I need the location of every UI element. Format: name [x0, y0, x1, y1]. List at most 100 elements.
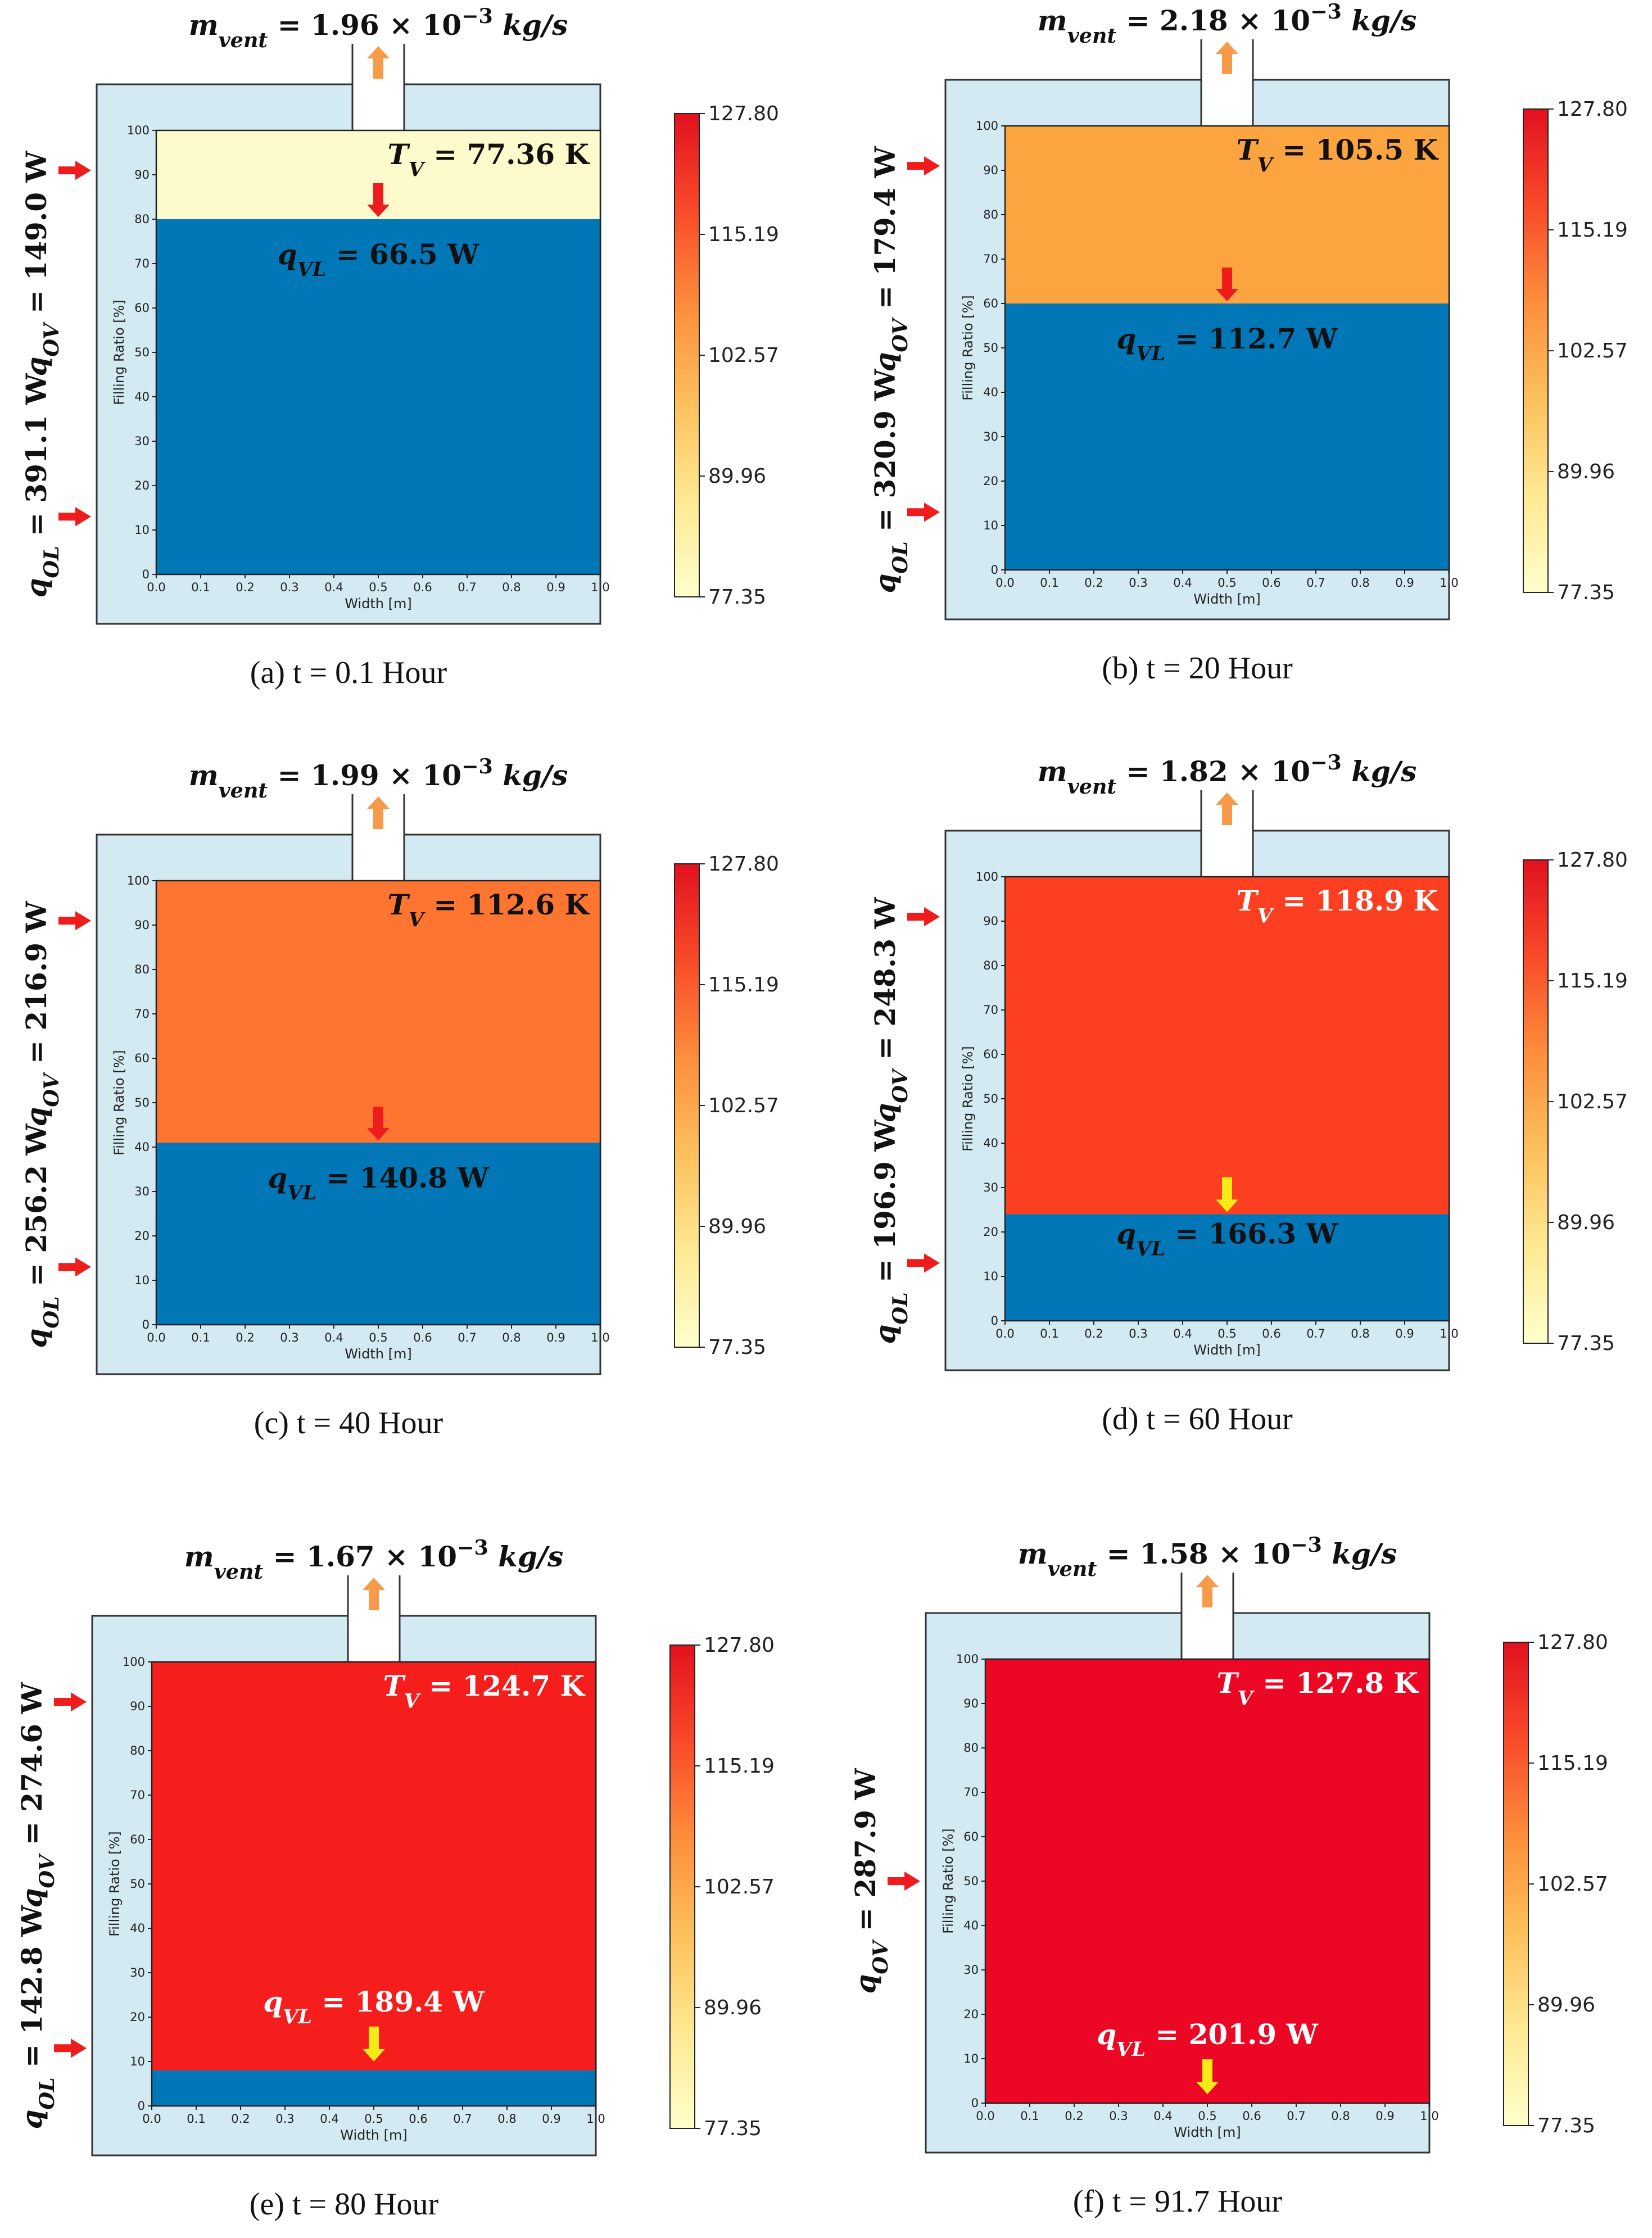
y-tick-label: 30 [983, 430, 998, 443]
colorbar-tick-label: 127.80 [708, 853, 779, 876]
m-vent-label-part: m [1038, 4, 1067, 37]
q-vl-arrow [363, 2026, 385, 2062]
x-tick-label: 0.0 [142, 2112, 161, 2126]
q-ol-label-part: OL [888, 1292, 912, 1324]
x-tick-label: 1.0 [586, 2112, 605, 2126]
y-tick-label: 20 [963, 2008, 979, 2021]
panel-1: 0 10 20 30 40 50 60 70 80 90 100 0.0 0.1 0.2 0.3 0.4 0.5… [868, 0, 1628, 686]
q-ol-label-part: q [868, 574, 902, 594]
q-ol-label-part: = 391.1 W [20, 373, 53, 546]
q-ov-label: qOV = 216.9 W [20, 901, 64, 1127]
y-axis-label: Filling Ratio [%] [111, 1050, 127, 1156]
x-tick-label: 0.7 [458, 581, 476, 594]
y-tick-label: 80 [134, 212, 150, 226]
m-vent-label-part: m [1018, 1537, 1048, 1570]
y-tick-label: 70 [983, 252, 998, 266]
m-vent-label-part: −3 [461, 4, 493, 28]
q-ov-arrow [58, 911, 91, 931]
vent-flow-arrow [1216, 792, 1238, 825]
m-vent-label-part: kg/s [1342, 755, 1416, 788]
q-ol-label: qOL = 196.9 W [868, 1120, 912, 1344]
x-tick-label: 0.6 [1262, 576, 1280, 590]
m-vent-label-part: = 1.82 × 10 [1116, 755, 1310, 788]
x-tick-label: 0.2 [236, 581, 254, 594]
y-tick-label: 30 [130, 1966, 145, 1979]
y-tick-label: 90 [983, 914, 998, 928]
vent-flow-arrow [1196, 1575, 1219, 1607]
x-tick-label: 0.4 [1173, 1327, 1192, 1340]
vapor-temp-label-part: T [1216, 1666, 1239, 1700]
liquid-region [1005, 303, 1449, 570]
y-tick-label: 90 [983, 164, 998, 177]
q-ol-arrow [907, 502, 940, 522]
m-vent-label-part: vent [1048, 1557, 1097, 1581]
q-ov-arrow [907, 156, 940, 176]
q-ol-label-part: q [868, 1325, 902, 1344]
colorbar [669, 1644, 695, 2129]
q-ov-arrow [907, 907, 940, 927]
q-ov-label-part: q [20, 357, 53, 377]
vapor-temp-label-part: = 118.9 K [1273, 884, 1439, 917]
x-tick-label: 0.5 [1217, 576, 1236, 590]
m-vent-label: mvent = 1.82 × 10−3 kg/s [1038, 750, 1417, 799]
colorbar-tick-label: 77.35 [704, 2117, 762, 2140]
x-tick-label: 0.1 [1020, 2109, 1039, 2123]
x-tick-label: 0.5 [369, 581, 387, 594]
y-tick-label: 40 [134, 1140, 150, 1154]
q-ol-label-part: OL [39, 1296, 64, 1328]
m-vent-label-part: = 1.58 × 10 [1097, 1537, 1291, 1570]
colorbar [1523, 859, 1549, 1344]
x-tick-label: 0.9 [546, 581, 565, 594]
vapor-temp-label: TV = 127.8 K [1216, 1666, 1419, 1710]
x-tick-label: 0.3 [1129, 1327, 1147, 1340]
q-ov-label-part: = 274.6 W [15, 1682, 48, 1855]
x-tick-label: 0.2 [236, 1331, 254, 1344]
y-tick-label: 30 [134, 1185, 150, 1198]
x-tick-label: 0.2 [1084, 1327, 1103, 1340]
q-ov-label-part: OV [888, 1068, 912, 1103]
y-tick-label: 0 [991, 563, 998, 577]
m-vent-label-part: vent [219, 28, 268, 52]
colorbar-tick-label: 102.57 [704, 1875, 775, 1899]
y-tick-label: 10 [963, 2052, 979, 2065]
q-ov-label-part: q [20, 1107, 53, 1127]
y-tick-label: 90 [963, 1697, 979, 1710]
x-tick-label: 1.0 [1440, 1327, 1458, 1340]
vapor-temp-label-part: = 127.8 K [1253, 1666, 1419, 1700]
vent-flow-arrow [367, 796, 390, 829]
colorbar-tick-label: 115.19 [708, 973, 779, 996]
y-axis-label: Filling Ratio [%] [960, 1046, 976, 1152]
q-vl-label: qVL = 112.7 W [1116, 322, 1338, 365]
y-tick-label: 50 [983, 1092, 998, 1106]
q-ov-label: qOV = 149.0 W [20, 151, 64, 377]
colorbar-tick-label: 127.80 [704, 1634, 775, 1657]
colorbar-tick-label: 102.57 [1537, 1873, 1608, 1896]
m-vent-label-part: −3 [1291, 1533, 1322, 1557]
vapor-temp-label-part: V [409, 908, 426, 931]
x-tick-label: 0.9 [1395, 1327, 1414, 1340]
x-tick-label: 1.0 [591, 581, 609, 594]
q-ov-label-part: OV [39, 1072, 64, 1107]
m-vent-label-part: m [189, 8, 219, 42]
panel-caption: (f) t = 91.7 Hour [1073, 2184, 1283, 2219]
q-vl-label-part: q [1097, 2018, 1116, 2051]
x-tick-label: 0.1 [191, 1331, 210, 1344]
vent-flow-arrow [367, 46, 390, 79]
liquid-region [152, 2070, 596, 2106]
m-vent-label-part: kg/s [493, 8, 568, 42]
colorbar-tick-label: 89.96 [1557, 460, 1615, 483]
q-vl-label: qVL = 189.4 W [263, 1985, 485, 2028]
m-vent-label-part: −3 [461, 754, 493, 778]
y-tick-label: 40 [130, 1922, 145, 1935]
q-ol-label-part: OL [35, 2077, 59, 2109]
colorbar-tick-label: 102.57 [708, 344, 779, 367]
vapor-temp-label-part: T [1236, 133, 1259, 166]
x-tick-label: 0.1 [191, 581, 210, 594]
q-ov-label: qOV = 179.4 W [868, 146, 912, 372]
y-axis-label: Filling Ratio [%] [111, 300, 127, 405]
x-tick-label: 0.8 [502, 581, 521, 594]
q-vl-label-part: VL [283, 2005, 312, 2028]
vapor-temp-label: TV = 105.5 K [1236, 133, 1438, 176]
x-tick-label: 0.8 [1331, 2109, 1350, 2123]
